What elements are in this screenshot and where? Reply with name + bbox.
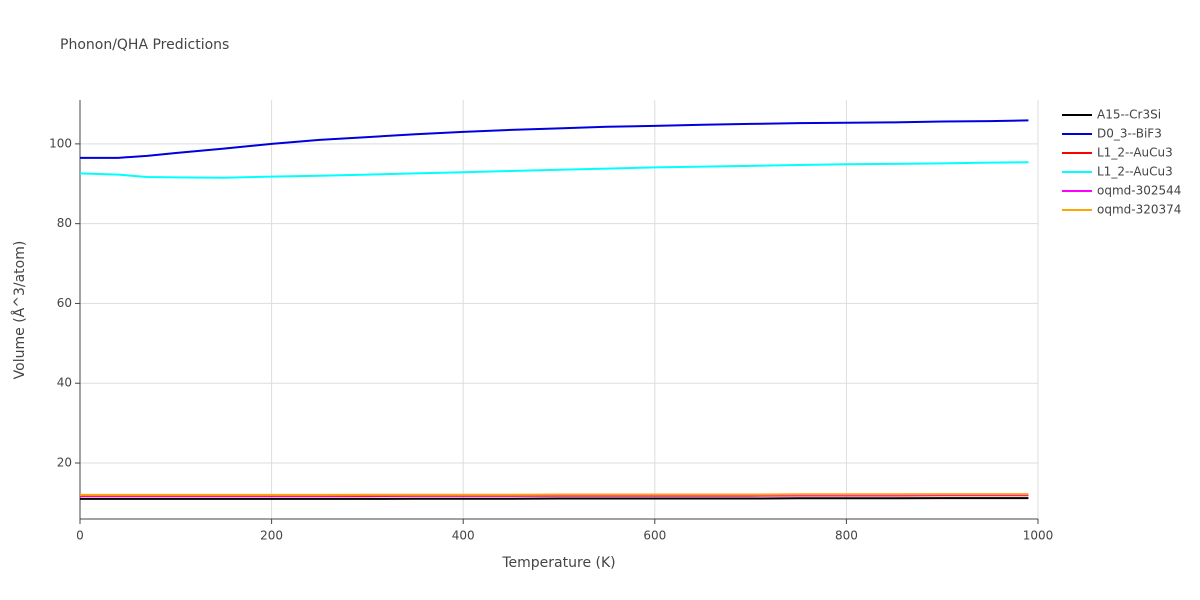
x-tick-label: 200 [260,529,283,543]
y-tick-label: 60 [57,296,72,310]
series-line [80,493,1029,496]
series-line [79,161,1029,179]
legend-label: L1_2--AuCu3 [1097,165,1173,179]
y-tick-label: 100 [49,136,72,150]
chart-title: Phonon/QHA Predictions [60,37,229,53]
series-line [80,119,1029,159]
y-tick-label: 80 [57,216,72,230]
x-tick-label: 600 [643,529,666,543]
legend-label: A15--Cr3Si [1097,108,1161,122]
y-axis-title: Volume (Å^3/atom) [11,241,28,380]
legend-label: oqmd-320374 [1097,203,1181,217]
x-tick-label: 400 [452,529,475,543]
series-line [80,497,1029,500]
legend-label: D0_3--BiF3 [1097,127,1162,141]
legend-label: oqmd-302544 [1097,184,1181,198]
x-axis-title: Temperature (K) [501,555,615,571]
x-tick-label: 800 [835,529,858,543]
x-tick-label: 1000 [1023,529,1054,543]
x-tick-label: 0 [76,529,84,543]
legend-label: L1_2--AuCu3 [1097,146,1173,160]
y-tick-label: 20 [57,455,72,469]
y-tick-label: 40 [57,376,72,390]
